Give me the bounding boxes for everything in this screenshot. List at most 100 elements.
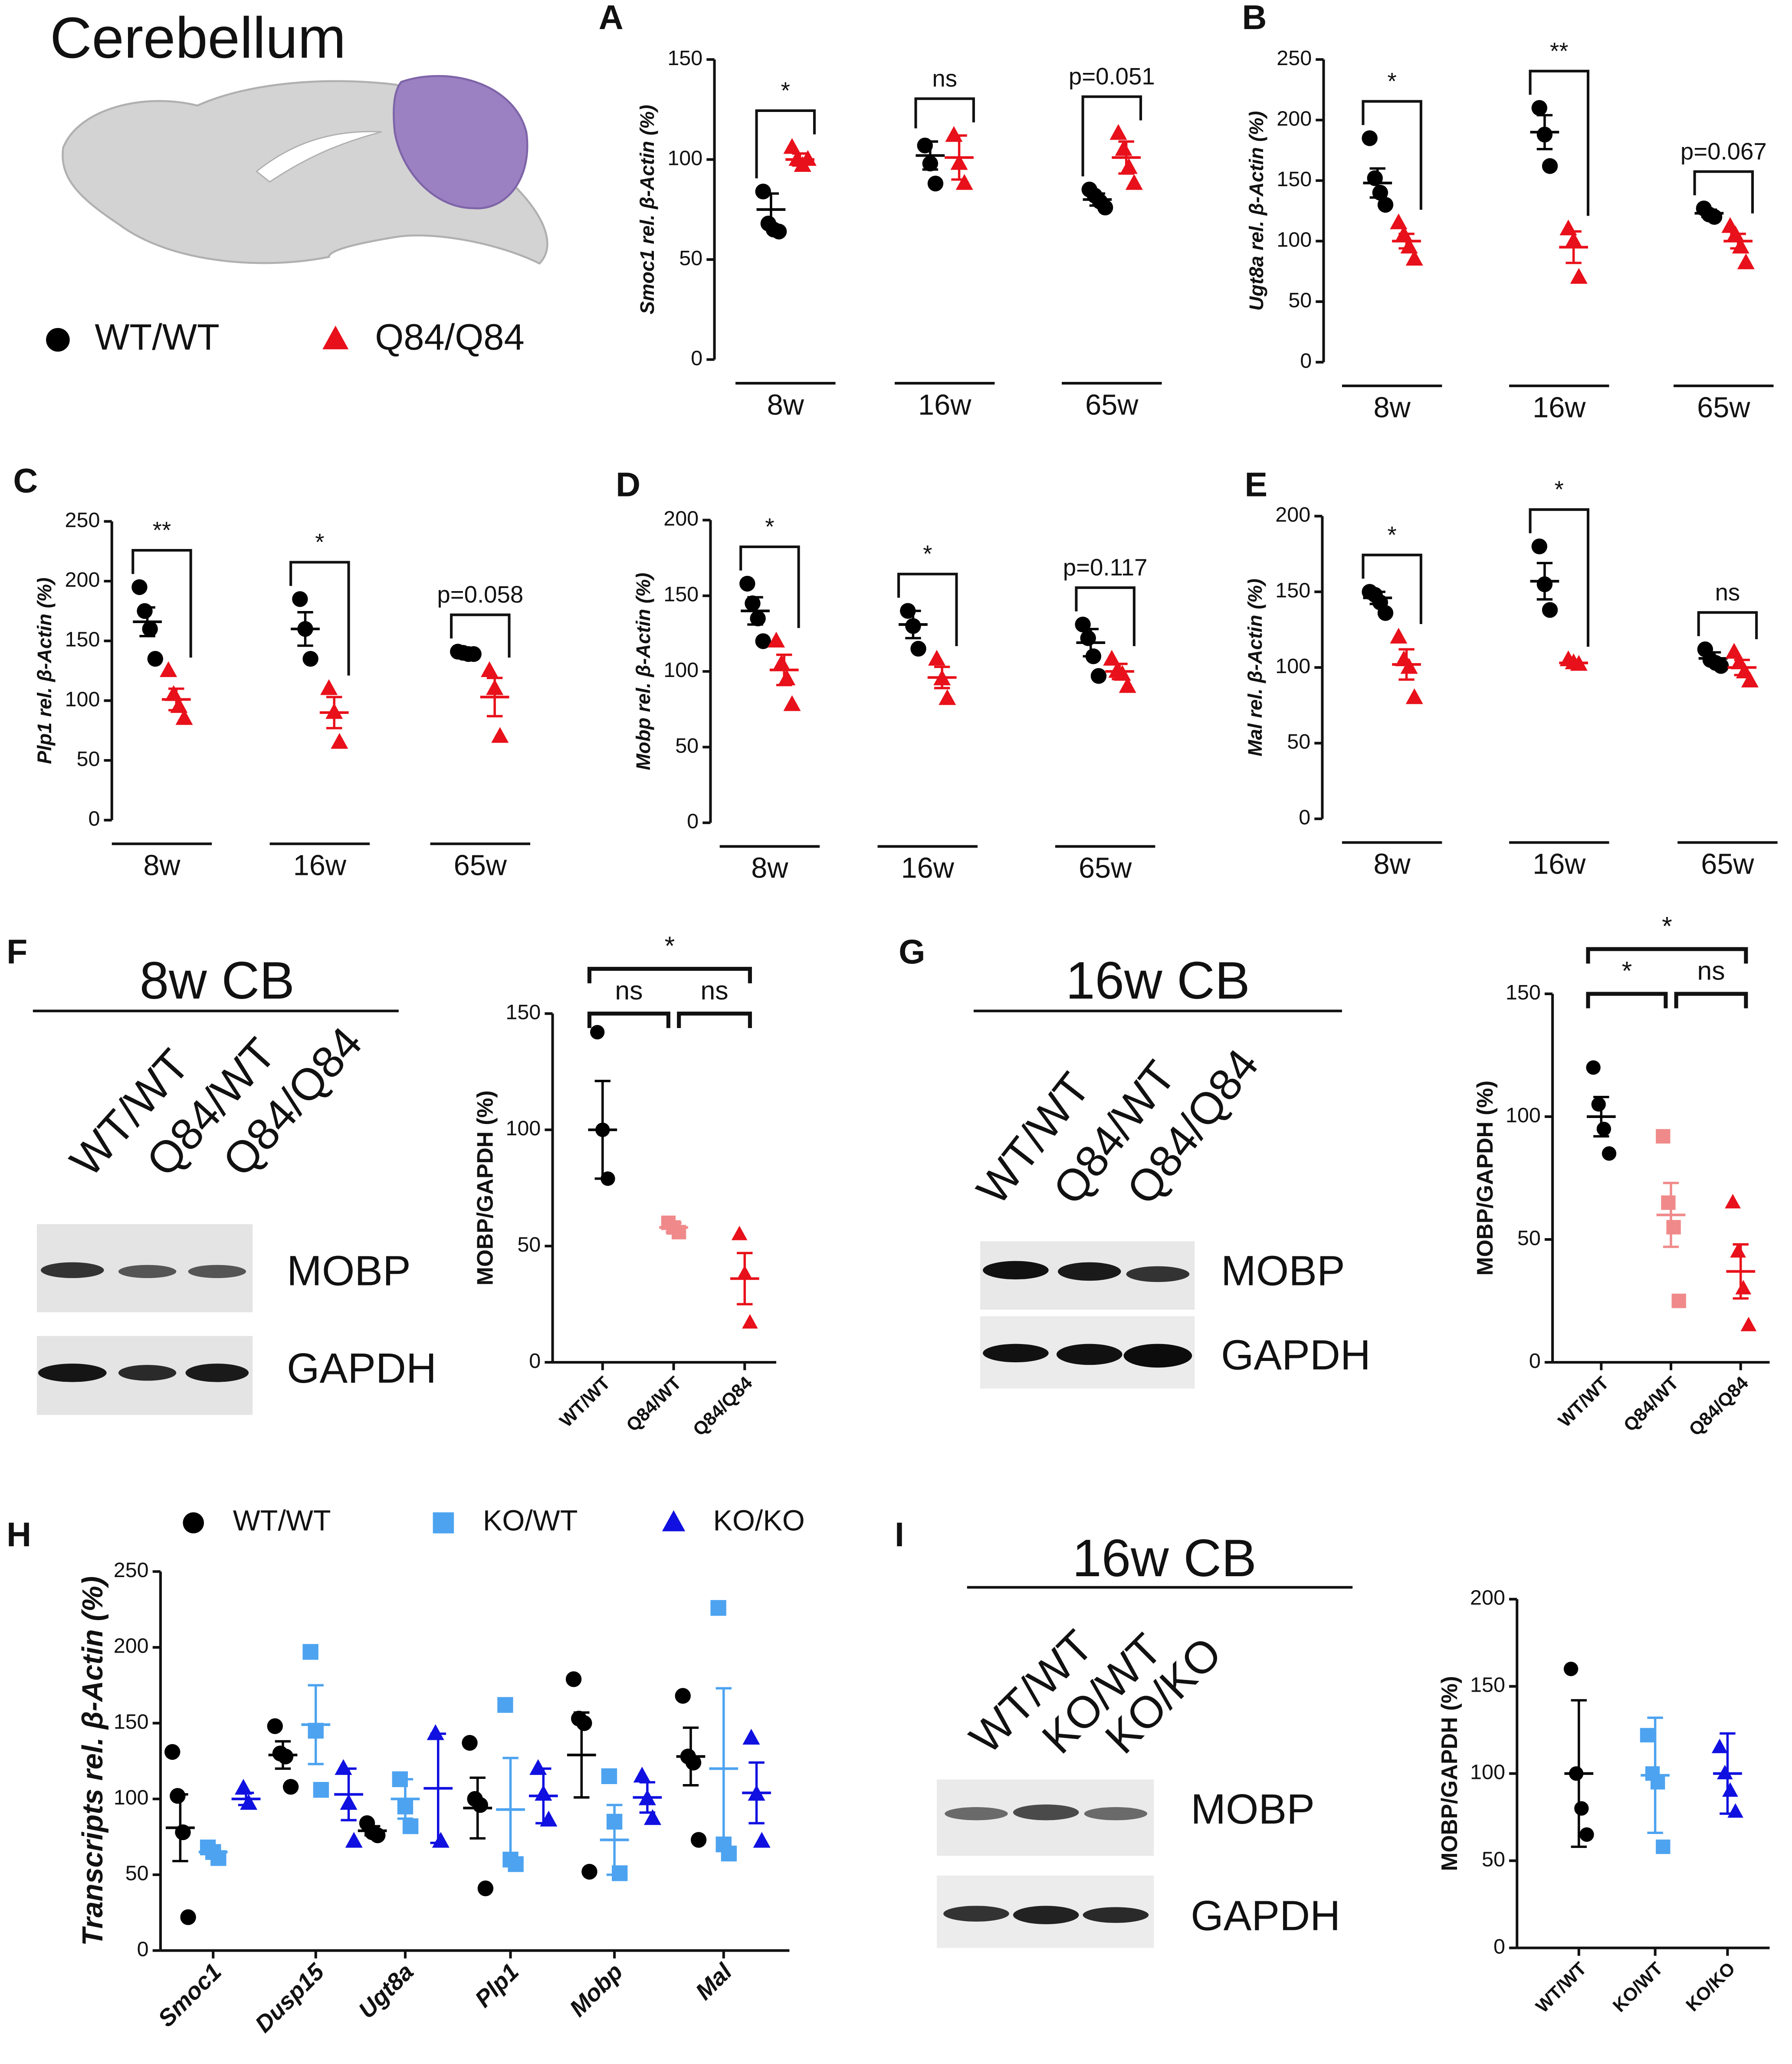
data-point bbox=[1377, 605, 1394, 621]
significance-label: p=0.058 bbox=[437, 582, 523, 608]
panel-letter: D bbox=[616, 465, 640, 503]
y-tick-label: 150 bbox=[114, 1710, 149, 1733]
blot-title: 16w CB bbox=[1066, 951, 1250, 1010]
data-point bbox=[955, 174, 973, 190]
data-point bbox=[142, 621, 158, 637]
y-tick-label: 150 bbox=[1275, 579, 1310, 602]
band-label: MOBP bbox=[1191, 1785, 1315, 1833]
band bbox=[943, 1906, 1009, 1922]
data-point bbox=[1400, 658, 1418, 674]
error-bar bbox=[1566, 230, 1582, 264]
band-label: MOBP bbox=[1221, 1247, 1345, 1295]
error-bar bbox=[469, 1776, 486, 1840]
band bbox=[1123, 1344, 1192, 1368]
data-point bbox=[1531, 100, 1547, 116]
data-point bbox=[731, 1226, 748, 1240]
data-point bbox=[1735, 1280, 1752, 1295]
significance-label: ns bbox=[1697, 956, 1725, 986]
y-tick-label: 0 bbox=[691, 346, 702, 370]
legend-label: Q84/Q84 bbox=[375, 316, 524, 357]
data-point bbox=[939, 689, 956, 705]
x-tick-label: Plp1 bbox=[470, 1959, 524, 2013]
data-point bbox=[1602, 1146, 1617, 1161]
data-point bbox=[1725, 1194, 1741, 1209]
error-bar bbox=[326, 696, 342, 730]
data-point bbox=[320, 679, 338, 695]
y-axis-label: MOBP/GAPDH (%) bbox=[1437, 1676, 1462, 1871]
x-tick-label: Q84/WT bbox=[622, 1373, 685, 1436]
band bbox=[1126, 1266, 1190, 1282]
error-bar bbox=[1647, 1716, 1663, 1834]
y-tick-label: 100 bbox=[1470, 1761, 1505, 1784]
y-tick-label: 200 bbox=[1277, 107, 1312, 130]
x-tick-label: 16w bbox=[1533, 848, 1586, 881]
y-axis-label: Mobp rel. β-Actin (%) bbox=[632, 573, 654, 770]
legend-label: WT/WT bbox=[233, 1505, 331, 1537]
data-point bbox=[292, 591, 308, 607]
error-bar bbox=[666, 1221, 682, 1233]
data-point bbox=[690, 1832, 707, 1848]
error-bar bbox=[737, 1252, 753, 1305]
y-tick-label: 250 bbox=[1277, 46, 1312, 70]
panel-letter: I bbox=[895, 1515, 904, 1554]
significance-label: ** bbox=[1550, 38, 1568, 64]
error-bar bbox=[1369, 590, 1386, 605]
data-point bbox=[745, 595, 761, 611]
x-tick-label: Smoc1 bbox=[153, 1959, 226, 2032]
chart: C 0 50 100 150 200 250 Plp1 rel. β-Actin (%) 8w 1… bbox=[13, 461, 531, 882]
data-point bbox=[1542, 158, 1558, 174]
band bbox=[1013, 1804, 1079, 1821]
y-tick-label: 100 bbox=[505, 1117, 541, 1140]
band-label: MOBP bbox=[287, 1247, 411, 1295]
error-bar bbox=[308, 1684, 324, 1765]
significance-bracket bbox=[1693, 170, 1754, 214]
data-point bbox=[601, 1768, 617, 1785]
y-tick-label: 250 bbox=[65, 508, 100, 532]
x-tick-label: 65w bbox=[454, 850, 507, 882]
y-axis-label: Smoc1 rel. β-Actin (%) bbox=[636, 105, 658, 314]
data-point bbox=[180, 1909, 196, 1925]
panel-letter: F bbox=[7, 933, 27, 971]
panel-letter: A bbox=[599, 0, 624, 36]
y-tick-label: 200 bbox=[663, 507, 699, 530]
significance-label: * bbox=[1662, 911, 1672, 940]
significance-bracket bbox=[755, 109, 816, 179]
data-point bbox=[710, 1600, 726, 1616]
data-point bbox=[427, 1724, 444, 1740]
y-axis-label: Mal rel. β-Actin (%) bbox=[1244, 578, 1266, 756]
error-bar bbox=[1369, 167, 1386, 199]
error-bar bbox=[364, 1825, 381, 1837]
y-tick-label: 200 bbox=[1470, 1586, 1505, 1610]
data-point bbox=[1717, 1765, 1733, 1780]
significance-label: * bbox=[765, 513, 774, 540]
y-axis-label: Transcripts rel. β-Actin (%) bbox=[77, 1576, 109, 1946]
data-point bbox=[755, 184, 771, 200]
error-bar bbox=[905, 609, 921, 640]
y-tick-label: 150 bbox=[1277, 168, 1312, 191]
band bbox=[38, 1364, 107, 1382]
data-point bbox=[477, 1880, 494, 1896]
significance-label: * bbox=[923, 541, 932, 567]
significance-label: * bbox=[665, 931, 675, 960]
data-point bbox=[910, 641, 926, 657]
legend-label: KO/KO bbox=[713, 1505, 805, 1537]
data-point bbox=[1586, 1060, 1601, 1075]
error-bar bbox=[1566, 660, 1582, 666]
legend-symbol bbox=[662, 1510, 686, 1532]
y-axis-label: Ugt8a rel. β-Actin (%) bbox=[1245, 111, 1267, 311]
y-axis-label: MOBP/GAPDH (%) bbox=[473, 1091, 498, 1285]
data-point bbox=[581, 1864, 597, 1880]
x-tick-label: 8w bbox=[751, 852, 788, 884]
error-bar bbox=[1734, 658, 1750, 677]
error-bar bbox=[1536, 114, 1553, 151]
y-tick-label: 100 bbox=[1275, 654, 1310, 678]
data-point bbox=[783, 138, 801, 154]
legend-label: KO/WT bbox=[483, 1505, 578, 1537]
band bbox=[118, 1365, 177, 1381]
blot-title: 8w CB bbox=[140, 951, 295, 1010]
error-bar bbox=[1663, 1182, 1679, 1248]
x-tick-label: KO/KO bbox=[1682, 1958, 1739, 2015]
significance-label: * bbox=[1555, 476, 1564, 503]
